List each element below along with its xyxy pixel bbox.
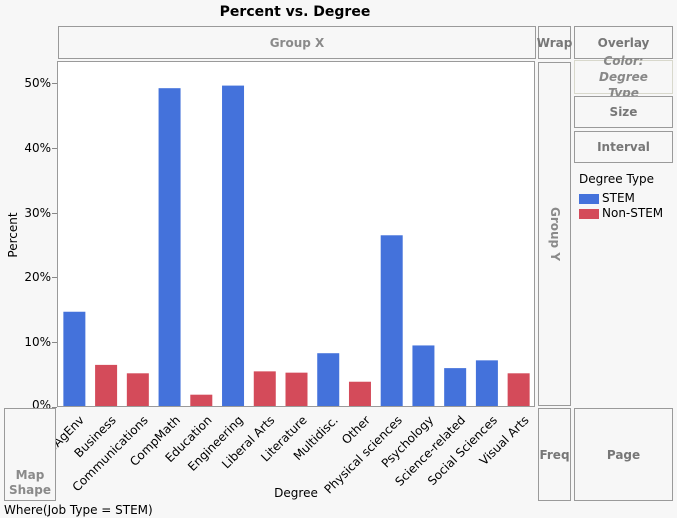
x-axis-label: Degree: [274, 486, 318, 500]
wrap-zone[interactable]: Wrap: [537, 26, 572, 59]
y-tick-mark: [52, 147, 57, 149]
y-tick-mark: [52, 212, 57, 214]
y-axis-label: Percent: [6, 212, 20, 258]
y-tick-mark: [52, 83, 57, 84]
y-tick-label: 50%: [24, 76, 51, 90]
chart-title: Percent vs. Degree: [219, 4, 371, 20]
interval-zone[interactable]: Interval: [574, 131, 673, 163]
legend: Degree Type STEM Non-STEM: [579, 172, 663, 221]
bar-psychology[interactable]: [412, 345, 435, 406]
bar-engineering[interactable]: [222, 85, 245, 406]
legend-label: STEM: [602, 191, 635, 205]
where-clause: Where(Job Type = STEM): [4, 503, 153, 517]
y-tick-label: 10%: [24, 335, 51, 350]
y-tick-mark: [52, 342, 57, 344]
page-zone[interactable]: Page: [574, 408, 673, 501]
bar-literature[interactable]: [285, 372, 308, 406]
plot-area: [57, 61, 535, 407]
legend-label: Non-STEM: [602, 206, 664, 220]
y-tick-mark: [52, 277, 57, 279]
y-tick-label: 20%: [24, 270, 51, 285]
bar-social-sciences[interactable]: [475, 360, 498, 406]
bar-physical-sciences[interactable]: [380, 235, 403, 406]
overlay-zone[interactable]: Overlay: [574, 26, 673, 59]
color-zone[interactable]: Color: Degree Type: [574, 54, 673, 100]
legend-item-stem[interactable]: STEM: [579, 191, 663, 206]
bar-liberal-arts[interactable]: [253, 371, 276, 406]
group-y-zone[interactable]: Group Y: [538, 62, 571, 406]
bar-multidisc-[interactable]: [317, 353, 340, 406]
legend-swatch-non-stem: [579, 208, 599, 219]
bar-science-related[interactable]: [444, 368, 467, 406]
bar-other[interactable]: [348, 381, 371, 406]
legend-title: Degree Type: [579, 172, 655, 186]
size-zone[interactable]: Size: [574, 96, 673, 128]
map-shape-zone[interactable]: Map Shape: [4, 408, 56, 501]
freq-zone[interactable]: Freq: [538, 408, 571, 501]
group-y-label: Group Y: [547, 206, 562, 262]
bar-bioagenv[interactable]: [63, 311, 86, 406]
y-tick-label: 40%: [24, 140, 51, 155]
bar-compmath[interactable]: [158, 88, 181, 406]
legend-swatch-stem: [579, 193, 599, 204]
group-x-zone[interactable]: Group X: [58, 26, 536, 59]
bar-education[interactable]: [190, 394, 213, 406]
bars-svg: [63, 85, 530, 406]
legend-item-non-stem[interactable]: Non-STEM: [579, 206, 663, 221]
bar-communications[interactable]: [126, 373, 149, 406]
y-tick-mark: [52, 407, 57, 408]
y-tick-label: 30%: [24, 205, 51, 220]
bar-visual-arts[interactable]: [507, 373, 530, 406]
bar-business[interactable]: [95, 364, 118, 406]
